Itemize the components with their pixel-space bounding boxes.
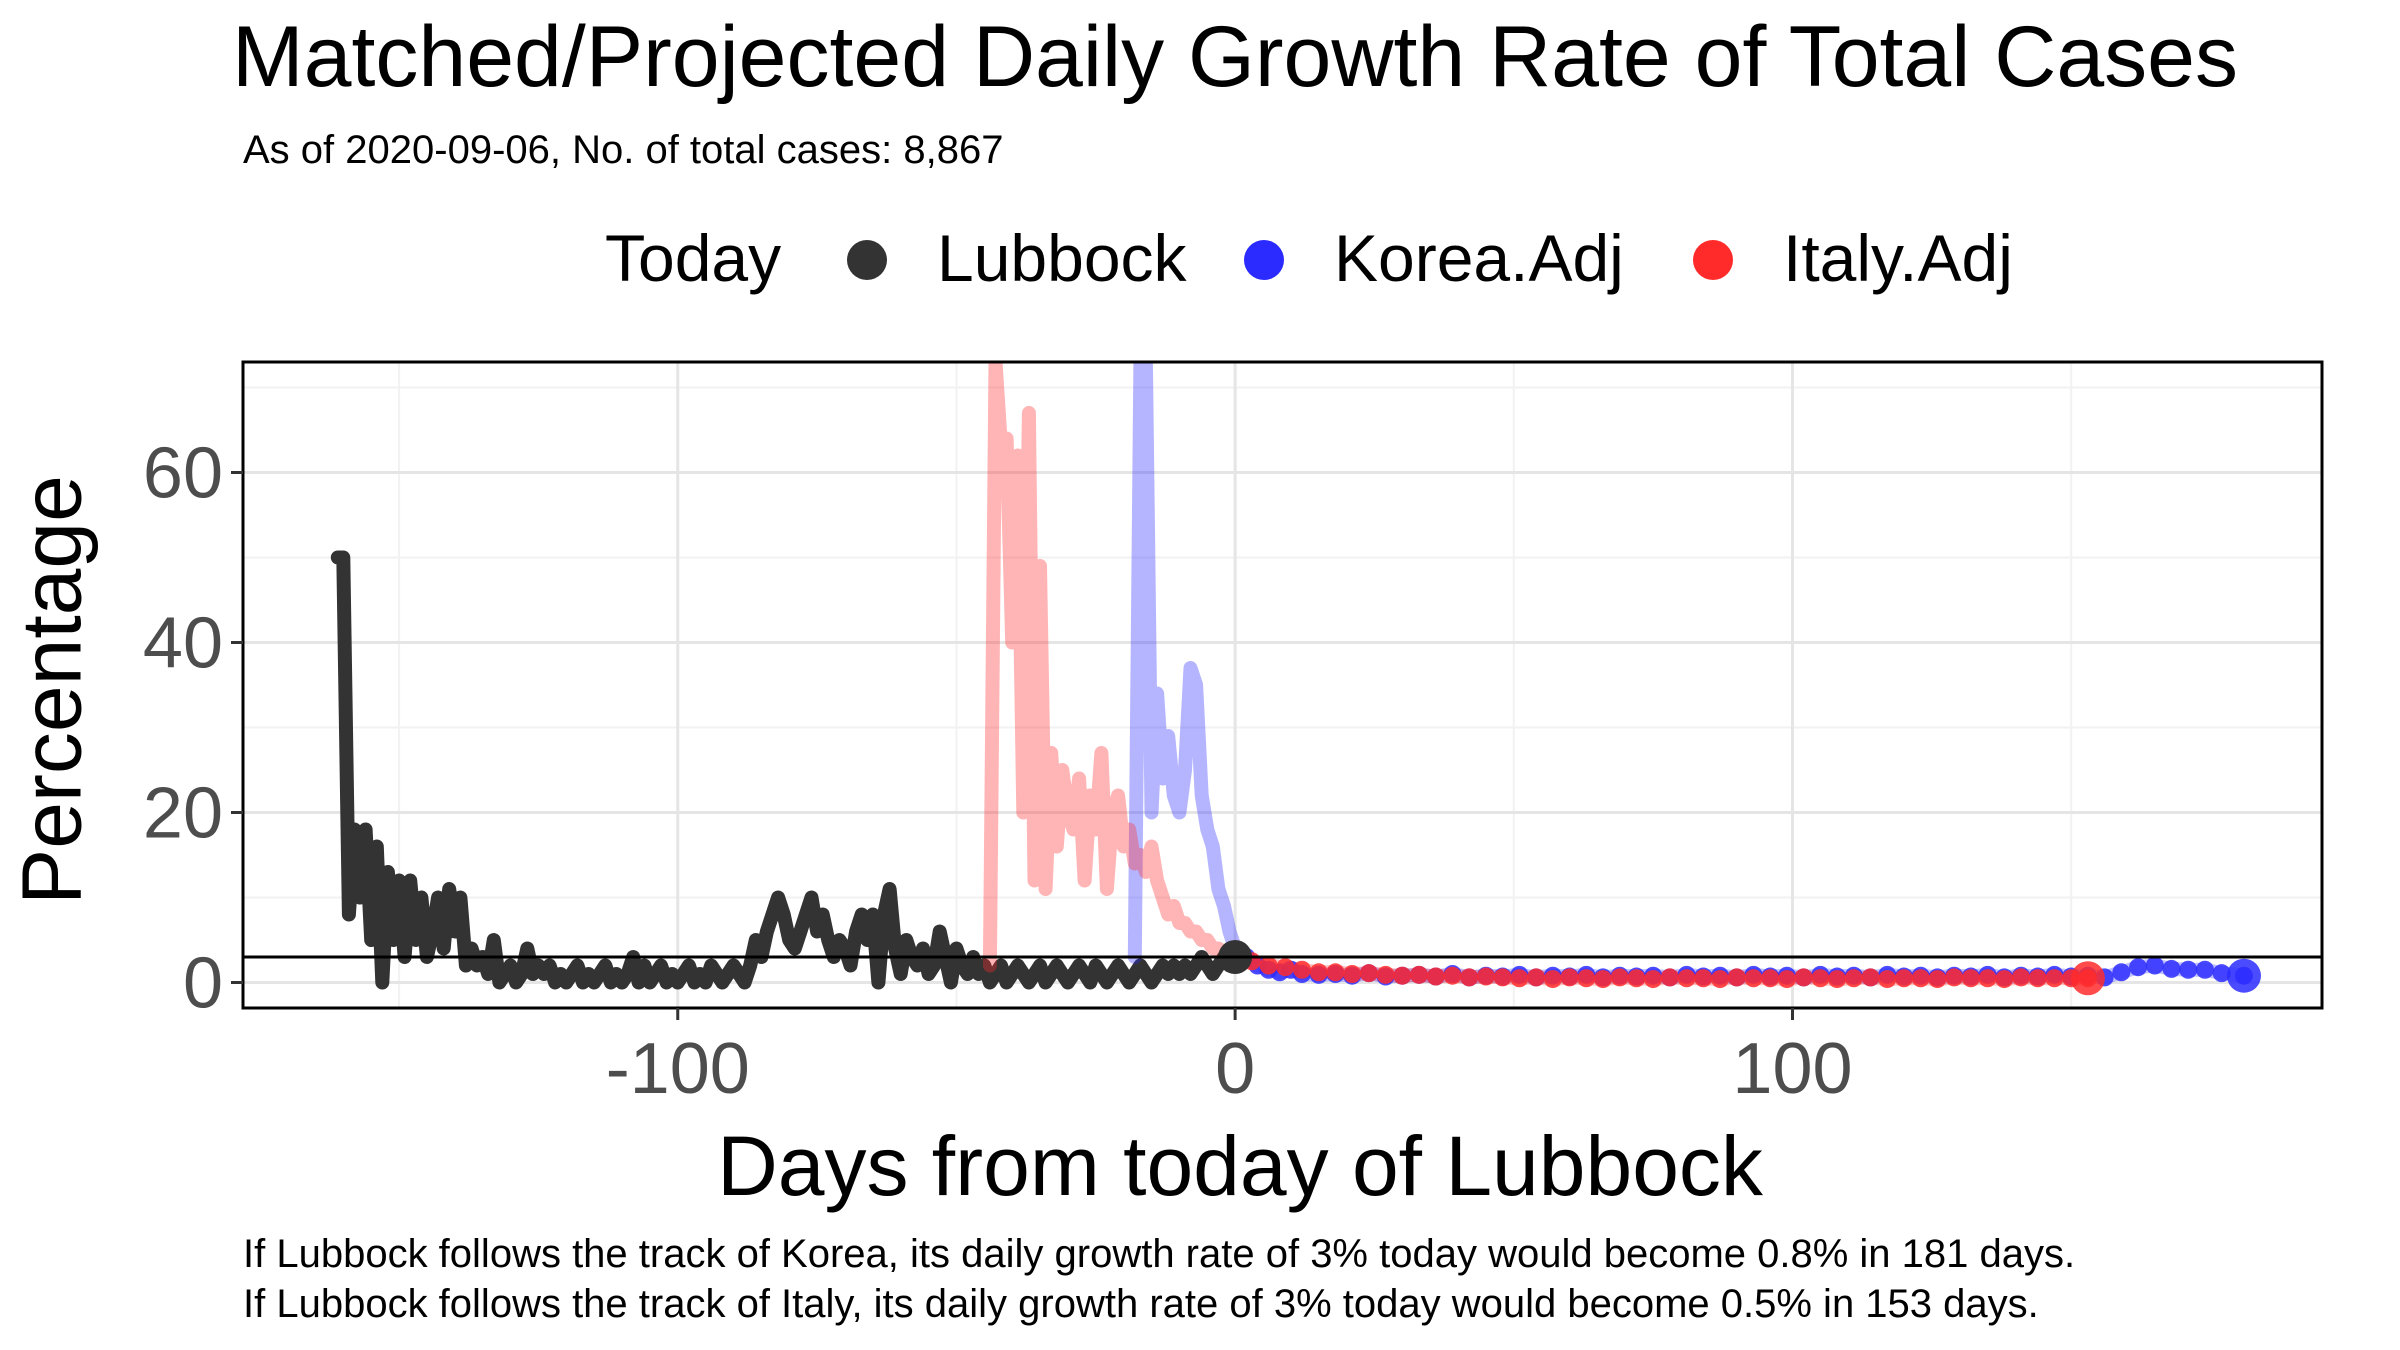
data-point-italy-adj [1560,968,1579,987]
x-tick-label: 0 [1215,1029,1255,1109]
data-point-italy-adj [1945,968,1964,987]
data-point-italy-adj [1744,969,1763,988]
y-tick-label: 0 [183,944,223,1024]
x-axis-label: Days from today of Lubbock [717,1119,1763,1213]
data-point-korea-adj [2162,959,2181,978]
data-point-italy-adj [1894,969,1913,988]
data-point-italy-adj [1828,970,1847,989]
legend-label-italy: Italy.Adj [1783,221,2013,295]
data-point-italy-adj [1577,969,1596,988]
x-tick-label: 100 [1732,1029,1852,1109]
data-point-italy-adj [1911,969,1930,988]
data-point-italy-adj [1393,966,1412,985]
data-point-italy-adj [1761,969,1780,988]
data-point-italy-adj [1995,970,2014,989]
y-tick-label: 20 [143,774,223,854]
data-point-italy-adj [1527,968,1546,987]
data-point-italy-adj [2012,968,2031,987]
end-point-korea-adj [2226,958,2261,993]
legend-dot-korea [1244,240,1284,280]
data-point-italy-adj [1493,968,1512,987]
data-point-italy-adj [1309,963,1328,982]
series-line-italy-adj-matched [982,362,1243,973]
data-point-italy-adj [1978,969,1997,988]
data-point-italy-adj [1276,958,1295,977]
data-point-italy-adj [1326,963,1345,982]
legend-label-lubbock: Lubbock [937,221,1187,295]
data-point-italy-adj [2028,969,2047,988]
data-point-italy-adj [1359,964,1378,983]
data-point-italy-adj [1878,970,1897,989]
data-point-korea-adj [2145,956,2164,975]
legend-dot-italy [1693,240,1733,280]
data-point-italy-adj [1410,965,1429,984]
caption-italy: If Lubbock follows the track of Italy, i… [243,1282,2039,1326]
y-tick-label: 60 [143,434,223,514]
data-point-italy-adj [1460,968,1479,987]
end-point-italy-adj [2070,961,2105,996]
data-point-italy-adj [1476,967,1495,986]
data-point-italy-adj [1694,969,1713,988]
data-point-italy-adj [1660,968,1679,987]
data-point-italy-adj [1961,969,1980,988]
data-point-italy-adj [1811,969,1830,988]
data-point-italy-adj [1443,966,1462,985]
series-line-lubbock-matched [330,550,1243,990]
legend-label-korea: Korea.Adj [1334,221,1624,295]
legend-title: Today [605,221,782,295]
data-point-korea-adj [2179,960,2198,979]
data-point-italy-adj [1844,969,1863,988]
data-point-italy-adj [1259,956,1278,975]
data-point-italy-adj [1861,968,1880,987]
series-line-korea-adj-matched [1127,362,1243,964]
data-point-italy-adj [1777,970,1796,989]
data-point-italy-adj [1426,967,1445,986]
data-point-italy-adj [2045,969,2064,988]
data-point-italy-adj [1727,968,1746,987]
chart-legend: Today Lubbock Korea.Adj Italy.Adj [0,210,2400,310]
data-point-italy-adj [1677,969,1696,988]
data-point-korea-adj [2112,963,2131,982]
data-point-italy-adj [1610,968,1629,987]
data-point-italy-adj [1711,970,1730,989]
data-point-korea-adj [2195,960,2214,979]
data-point-italy-adj [1644,970,1663,989]
data-point-italy-adj [1627,969,1646,988]
y-axis-label: Percentage [4,475,99,905]
plot-border [241,360,2324,1010]
chart-title: Matched/Projected Daily Growth Rate of T… [232,9,2239,105]
data-point-italy-adj [1794,968,1813,987]
data-point-italy-adj [1543,970,1562,989]
data-point-italy-adj [1293,960,1312,979]
data-point-korea-adj [2129,958,2148,977]
x-tick-label: -100 [606,1029,750,1109]
data-point-italy-adj [1376,965,1395,984]
data-point-italy-adj [1343,965,1362,983]
data-point-italy-adj [1510,969,1529,988]
legend-dot-lubbock [847,240,887,280]
y-tick-label: 40 [143,604,223,684]
data-point-italy-adj [1593,970,1612,989]
data-point-italy-adj [1928,970,1947,989]
chart-subtitle: As of 2020-09-06, No. of total cases: 8,… [243,128,1004,172]
data-point-korea-adj [2212,964,2231,983]
caption-korea: If Lubbock follows the track of Korea, i… [243,1232,2076,1276]
